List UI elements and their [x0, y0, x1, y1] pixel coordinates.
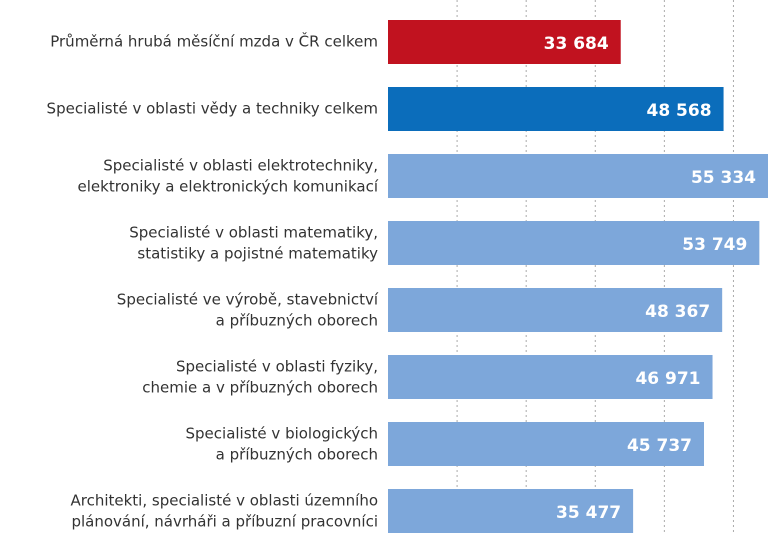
value-label: 48 568 — [646, 101, 711, 121]
value-label: 45 737 — [627, 436, 692, 456]
category-label: Specialisté v oblasti elektrotechniky, el… — [78, 156, 379, 195]
value-label: 46 971 — [635, 369, 700, 389]
bar — [388, 489, 634, 533]
bar — [388, 355, 713, 399]
value-label: 55 334 — [691, 168, 756, 188]
category-label: Architekti, specialisté v oblasti územní… — [70, 491, 378, 530]
bar — [388, 221, 760, 265]
bar — [388, 288, 723, 332]
category-label: Specialisté v oblasti matematiky, statist… — [129, 223, 378, 262]
bar — [388, 422, 705, 466]
value-label: 48 367 — [645, 302, 710, 322]
value-label: 33 684 — [544, 34, 609, 54]
category-label: Specialisté v oblasti vědy a techniky ce… — [47, 100, 378, 118]
bar — [388, 154, 768, 198]
category-label: Specialisté v biologických a příbuzných o… — [186, 424, 378, 463]
value-label: 35 477 — [556, 503, 621, 523]
category-label: Průměrná hrubá měsíční mzda v ČR celkem — [50, 32, 378, 51]
value-label: 53 749 — [682, 235, 747, 255]
category-label: Specialisté ve výrobě, stavebnictví a pří… — [117, 290, 379, 329]
category-label: Specialisté v oblasti fyziky, chemie a v … — [142, 357, 378, 396]
bar — [388, 20, 621, 64]
bar — [388, 87, 724, 131]
